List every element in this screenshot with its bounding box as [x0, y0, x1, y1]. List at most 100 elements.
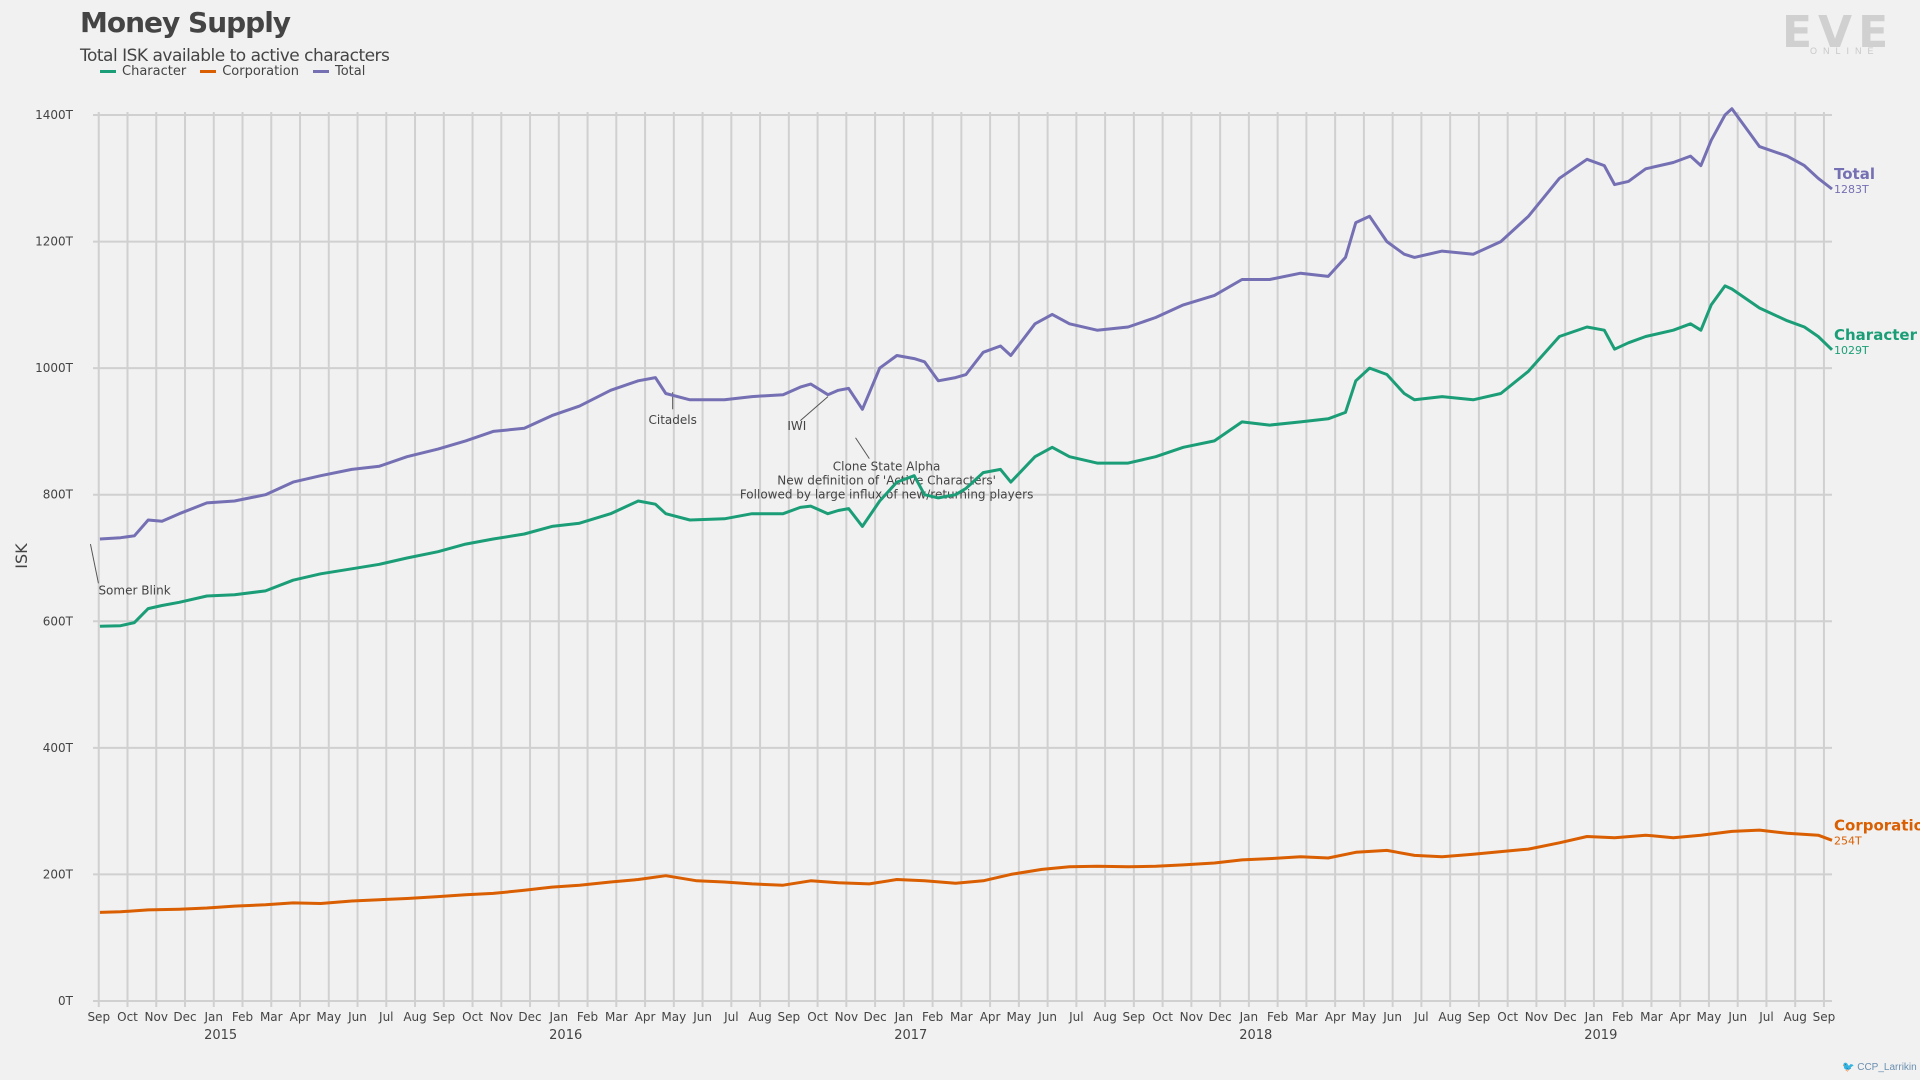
x-year-label: 2019 [1584, 1028, 1617, 1043]
end-value-total: 1283T [1834, 183, 1869, 196]
x-tick-label: Mar [950, 1010, 973, 1024]
y-tick-label: 400T [43, 741, 74, 755]
x-tick-label: Jun [692, 1010, 712, 1024]
x-tick-label: Mar [605, 1010, 628, 1024]
annotation-alpha-1: Clone State Alpha [833, 460, 941, 474]
legend-swatch-character [100, 70, 116, 73]
x-tick-label: Dec [863, 1010, 886, 1024]
legend: Character Corporation Total [100, 64, 365, 79]
end-label-total: Total [1834, 165, 1875, 183]
x-tick-label: Sep [1468, 1010, 1491, 1024]
x-tick-label: Oct [1152, 1010, 1173, 1024]
series-line-character [99, 284, 1834, 628]
x-tick-label: Aug [748, 1010, 771, 1024]
annotation-iwi: IWI [787, 419, 806, 433]
x-tick-label: Mar [1640, 1010, 1663, 1024]
x-tick-label: Oct [117, 1010, 138, 1024]
x-tick-label: Apr [1670, 1010, 1691, 1024]
x-tick-label: Dec [173, 1010, 196, 1024]
annotation-pointer-iwi [800, 396, 829, 422]
end-value-character: 1029T [1834, 344, 1869, 357]
legend-item-total: Total [312, 64, 366, 79]
y-tick-label: 0T [58, 994, 74, 1008]
x-tick-label: Sep [1813, 1010, 1836, 1024]
logo-subtext: ONLINE [1810, 46, 1880, 56]
x-tick-label: Jul [1758, 1010, 1773, 1024]
x-tick-label: Feb [232, 1010, 253, 1024]
x-tick-label: Jul [1068, 1010, 1083, 1024]
legend-label-corporation: Corporation [222, 64, 299, 79]
x-tick-label: Nov [490, 1010, 513, 1024]
x-tick-label: May [661, 1010, 686, 1024]
x-tick-label: Feb [1267, 1010, 1288, 1024]
y-tick-label: 800T [43, 488, 74, 502]
annotation-somer-blink: Somer Blink [98, 584, 170, 598]
x-year-label: 2016 [549, 1028, 582, 1043]
x-tick-label: Apr [635, 1010, 656, 1024]
x-tick-label: Sep [778, 1010, 801, 1024]
y-tick-label: 1200T [35, 235, 74, 249]
x-tick-label: Jan [894, 1010, 914, 1024]
legend-item-corporation: Corporation [200, 64, 299, 79]
annotation-pointer-alpha [855, 437, 870, 459]
x-tick-label: May [1006, 1010, 1031, 1024]
x-tick-label: Jul [1413, 1010, 1428, 1024]
x-tick-label: Apr [980, 1010, 1001, 1024]
grid [93, 112, 1832, 1007]
x-tick-label: Dec [518, 1010, 541, 1024]
x-tick-label: Aug [1438, 1010, 1461, 1024]
x-tick-label: Apr [1325, 1010, 1346, 1024]
y-tick-label: 600T [43, 614, 74, 628]
x-tick-label: Dec [1554, 1010, 1577, 1024]
x-axis-ticks: Sep Oct Nov Dec Jan Feb Mar Apr May Jun Jul Aug Sep O… [87, 1010, 1835, 1043]
x-tick-label: Jun [1727, 1010, 1747, 1024]
x-year-label: 2015 [204, 1028, 237, 1043]
legend-label-total: Total [334, 64, 366, 79]
x-tick-label: Oct [807, 1010, 828, 1024]
series-line-total [99, 107, 1833, 541]
x-tick-label: Sep [87, 1010, 110, 1024]
x-tick-label: Apr [290, 1010, 311, 1024]
x-year-label: 2017 [894, 1028, 927, 1043]
eve-logo: EVE [1782, 7, 1894, 58]
end-value-corporation: 254T [1834, 834, 1862, 847]
x-tick-label: Oct [462, 1010, 483, 1024]
annotation-alpha-2: New definition of 'Active Characters' [777, 474, 996, 488]
end-label-corporation: Corporation [1834, 816, 1920, 834]
annotation-pointer-somer-blink [89, 543, 99, 584]
legend-item-character: Character [100, 64, 186, 79]
x-tick-label: Feb [577, 1010, 598, 1024]
x-tick-label: Oct [1497, 1010, 1518, 1024]
x-tick-label: Nov [1525, 1010, 1548, 1024]
x-tick-label: Jan [1239, 1010, 1259, 1024]
y-tick-label: 1000T [35, 361, 74, 375]
y-axis-ticks: 0T 200T 400T 600T 800T 1000T 1200T 1400T [35, 108, 74, 1008]
series-lines [99, 107, 1834, 914]
x-tick-label: Nov [835, 1010, 858, 1024]
x-tick-label: Dec [1209, 1010, 1232, 1024]
chart-title: Money Supply [80, 6, 291, 39]
x-tick-label: Mar [1295, 1010, 1318, 1024]
x-tick-label: Jan [549, 1010, 569, 1024]
end-label-character: Character [1834, 326, 1918, 344]
x-tick-label: Jul [723, 1010, 738, 1024]
x-tick-label: Jul [378, 1010, 393, 1024]
series-line-corporation [99, 828, 1833, 914]
x-tick-label: Jan [204, 1010, 224, 1024]
x-year-label: 2018 [1239, 1028, 1272, 1043]
y-axis-label: ISK [12, 543, 31, 569]
x-tick-label: Jan [1584, 1010, 1604, 1024]
y-tick-label: 1400T [35, 108, 74, 122]
x-tick-label: Mar [260, 1010, 283, 1024]
x-tick-label: Jun [347, 1010, 367, 1024]
x-tick-label: May [1351, 1010, 1376, 1024]
x-tick-label: Nov [145, 1010, 168, 1024]
credit-handle: CCP_Larrikin [1857, 1062, 1917, 1073]
x-tick-label: Feb [922, 1010, 943, 1024]
logo-text: EVE [1782, 7, 1894, 58]
x-tick-label: Aug [1093, 1010, 1116, 1024]
chart-subtitle: Total ISK available to active characters [80, 46, 390, 66]
x-tick-label: Jun [1382, 1010, 1402, 1024]
